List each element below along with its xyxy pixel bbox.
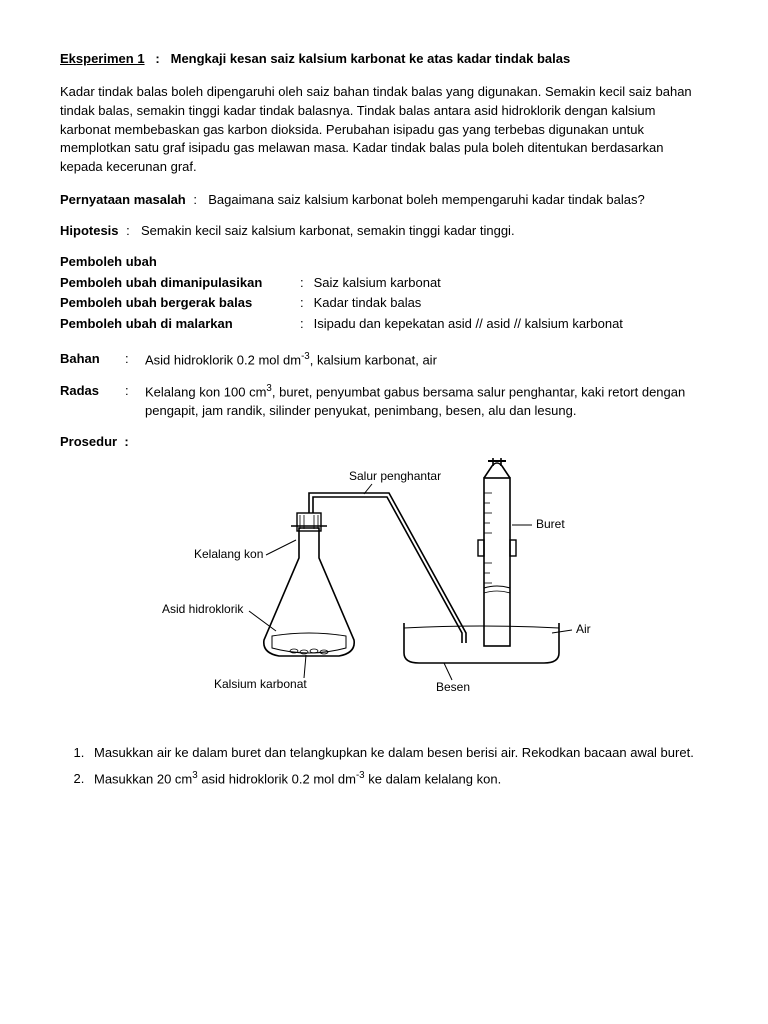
variable-value: Saiz kalsium karbonat [314, 274, 623, 295]
variable-row: Pemboleh ubah di malarkan : Isipadu dan … [60, 315, 623, 336]
procedure-heading: Prosedur : [60, 433, 708, 452]
basin-icon [404, 623, 559, 663]
experiment-title: Eksperimen 1 : Mengkaji kesan saiz kalsi… [60, 50, 708, 69]
title-label: Eksperimen 1 [60, 51, 145, 66]
apparatus-sep: : [125, 382, 145, 421]
delivery-tube-icon [309, 493, 466, 643]
flask-icon [264, 513, 354, 656]
materials-value: Asid hidroklorik 0.2 mol dm-3, kalsium k… [145, 350, 437, 370]
title-text: Mengkaji kesan saiz kalsium karbonat ke … [171, 51, 571, 66]
hypothesis-value: Semakin kecil saiz kalsium karbonat, sem… [141, 222, 515, 241]
variable-label: Pemboleh ubah di malarkan [60, 315, 300, 336]
label-kelalang: Kelalang kon [194, 547, 263, 561]
label-air: Air [576, 622, 591, 636]
problem-label: Pernyataan masalah [60, 191, 186, 210]
variable-sep: : [300, 315, 314, 336]
hypothesis-sep: : [123, 222, 137, 241]
procedure-step: Masukkan 20 cm3 asid hidroklorik 0.2 mol… [88, 769, 708, 789]
title-sep: : [148, 51, 167, 66]
hypothesis-label: Hipotesis [60, 222, 119, 241]
hypothesis: Hipotesis : Semakin kecil saiz kalsium k… [60, 222, 708, 241]
variable-sep: : [300, 274, 314, 295]
problem-value: Bagaimana saiz kalsium karbonat boleh me… [208, 191, 644, 210]
apparatus-label: Radas [60, 382, 125, 421]
label-asid: Asid hidroklorik [162, 602, 244, 616]
variables-table: Pemboleh ubah dimanipulasikan : Saiz kal… [60, 274, 623, 337]
variable-label: Pemboleh ubah bergerak balas [60, 294, 300, 315]
variable-sep: : [300, 294, 314, 315]
procedure-step: Masukkan air ke dalam buret dan telangku… [88, 744, 708, 763]
problem-statement: Pernyataan masalah : Bagaimana saiz kals… [60, 191, 708, 210]
label-besen: Besen [436, 680, 470, 694]
label-buret: Buret [536, 517, 565, 531]
intro-paragraph: Kadar tindak balas boleh dipengaruhi ole… [60, 83, 708, 177]
apparatus-value: Kelalang kon 100 cm3, buret, penyumbat g… [145, 382, 708, 421]
materials-sep: : [125, 350, 145, 370]
variable-value: Isipadu dan kepekatan asid // asid // ka… [314, 315, 623, 336]
problem-sep: : [190, 191, 204, 210]
apparatus: Radas : Kelalang kon 100 cm3, buret, pen… [60, 382, 708, 421]
variable-row: Pemboleh ubah dimanipulasikan : Saiz kal… [60, 274, 623, 295]
variable-label: Pemboleh ubah dimanipulasikan [60, 274, 300, 295]
materials: Bahan : Asid hidroklorik 0.2 mol dm-3, k… [60, 350, 708, 370]
label-salur: Salur penghantar [349, 469, 441, 483]
materials-label: Bahan [60, 350, 125, 370]
variable-row: Pemboleh ubah bergerak balas : Kadar tin… [60, 294, 623, 315]
procedure-steps: Masukkan air ke dalam buret dan telangku… [88, 744, 708, 789]
variable-value: Kadar tindak balas [314, 294, 623, 315]
variables-heading: Pemboleh ubah [60, 253, 708, 272]
apparatus-diagram: Salur penghantar Kelalang kon Asid hidro… [60, 458, 708, 724]
burette-icon [478, 458, 516, 646]
label-kalsium: Kalsium karbonat [214, 677, 307, 691]
